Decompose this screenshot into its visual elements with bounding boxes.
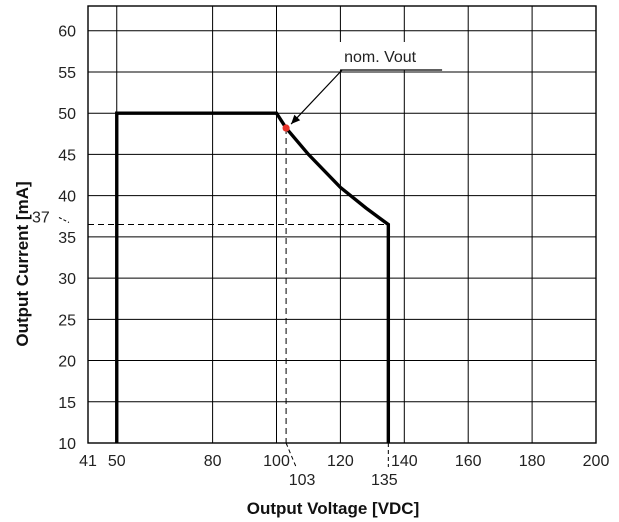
y-tick-label: 10 [58, 436, 76, 453]
y-axis-title: Output Current [mA] [13, 181, 32, 346]
tick-labels: 41 50 80 100 120 140 160 180 200 10 15 20 25 30 35 40 45… [58, 24, 609, 470]
ref-label-103: 103 [289, 472, 316, 489]
nominal-point-marker [282, 124, 289, 131]
ref-label-135: 135 [371, 472, 398, 489]
y-tick-label: 40 [58, 189, 76, 206]
y-tick-label: 25 [58, 312, 76, 329]
y-tick-label: 50 [58, 106, 76, 123]
x-tick-label: 180 [519, 453, 546, 470]
y-tick-label: 15 [58, 395, 76, 412]
x-tick-label: 50 [108, 453, 126, 470]
x-tick-label: 80 [204, 453, 222, 470]
y-tick-label: 45 [58, 147, 76, 164]
y-tick-label: 55 [58, 65, 76, 82]
x-tick-label: 100 [263, 453, 290, 470]
x-tick-label: 41 [79, 453, 97, 470]
annotations: 37 103 135 nom. Vout [32, 42, 442, 489]
x-tick-label: 140 [391, 453, 418, 470]
y-tick-label: 20 [58, 354, 76, 371]
x-tick-label: 200 [583, 453, 610, 470]
nom-vout-arrow-line [291, 70, 342, 124]
x-tick-label: 160 [455, 453, 482, 470]
nom-vout-label: nom. Vout [344, 49, 417, 66]
y-tick-label: 35 [58, 230, 76, 247]
ref-label-37: 37 [32, 210, 50, 227]
y-tick-label: 30 [58, 271, 76, 288]
reference-lines [88, 128, 388, 443]
y-tick-label: 60 [58, 24, 76, 41]
ref-leader-37 [59, 218, 69, 223]
x-axis-title: Output Voltage [VDC] [247, 499, 420, 518]
x-tick-label: 120 [327, 453, 354, 470]
